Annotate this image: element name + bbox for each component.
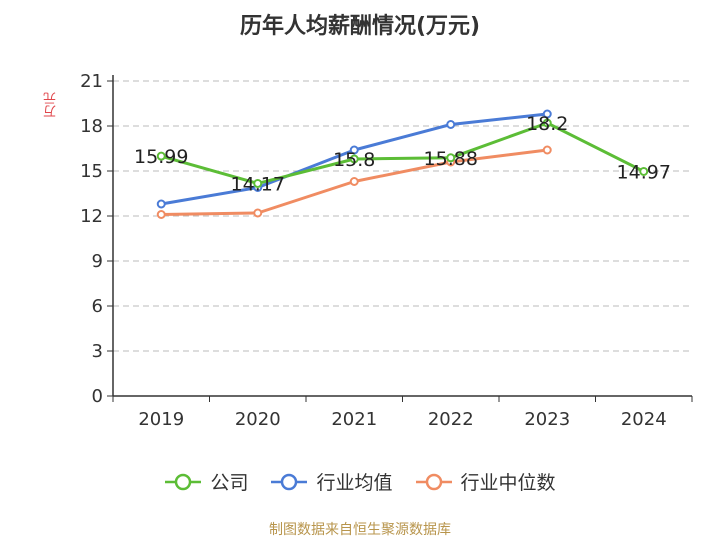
legend-item-industry-median[interactable]: 行业中位数 bbox=[415, 468, 556, 495]
data-point-2 bbox=[349, 177, 359, 186]
data-point-0 bbox=[156, 151, 166, 161]
legend-label-industry-mean: 行业均值 bbox=[316, 472, 393, 494]
data-point-1 bbox=[349, 145, 359, 155]
x-tick-label: 2020 bbox=[235, 409, 281, 430]
legend: 公司 行业均值 行业中位数 bbox=[0, 468, 720, 495]
legend-marker-industry-mean bbox=[271, 473, 308, 490]
y-tick-label: 9 bbox=[92, 251, 103, 272]
y-tick-label: 6 bbox=[92, 296, 103, 317]
y-tick-label: 0 bbox=[92, 386, 103, 407]
data-point-2 bbox=[542, 145, 552, 155]
x-tick-label: 2023 bbox=[524, 409, 570, 430]
legend-marker-industry-median bbox=[415, 473, 452, 490]
x-tick-label: 2021 bbox=[331, 409, 377, 430]
data-label: 15.88 bbox=[424, 148, 478, 170]
data-point-0 bbox=[639, 166, 649, 176]
data-point-0 bbox=[446, 153, 456, 163]
y-tick-label: 3 bbox=[92, 341, 103, 362]
legend-item-company[interactable]: 公司 bbox=[164, 468, 248, 495]
y-tick-label: 12 bbox=[80, 206, 103, 227]
data-label: 14.17 bbox=[231, 173, 285, 195]
legend-marker-company bbox=[165, 473, 202, 490]
data-point-0 bbox=[542, 118, 552, 128]
data-label: 14.97 bbox=[617, 161, 671, 183]
y-tick-label: 15 bbox=[80, 161, 103, 182]
x-tick-label: 2019 bbox=[138, 409, 184, 430]
legend-label-industry-median: 行业中位数 bbox=[460, 472, 556, 494]
data-source-note: 制图数据来自恒生聚源数据库 bbox=[269, 522, 451, 538]
data-point-2 bbox=[253, 208, 263, 218]
x-tick-label: 2022 bbox=[428, 409, 474, 430]
data-point-1 bbox=[446, 120, 456, 129]
legend-label-company: 公司 bbox=[210, 472, 249, 494]
data-label: 15.99 bbox=[134, 146, 188, 168]
series-line-0 bbox=[160, 121, 645, 185]
x-tick-label: 2024 bbox=[621, 409, 667, 430]
data-point-1 bbox=[156, 199, 166, 209]
chart-title: 历年人均薪酬情况(万元) bbox=[239, 14, 481, 39]
data-point-0 bbox=[349, 154, 359, 164]
data-point-2 bbox=[156, 210, 166, 219]
y-tick-label: 21 bbox=[80, 71, 103, 92]
data-label: 15.8 bbox=[333, 149, 375, 171]
legend-item-industry-mean[interactable]: 行业均值 bbox=[270, 468, 393, 495]
data-point-0 bbox=[253, 178, 263, 188]
y-tick-label: 18 bbox=[80, 116, 103, 137]
data-label: 18.2 bbox=[526, 113, 568, 135]
data-point-1 bbox=[542, 109, 552, 119]
